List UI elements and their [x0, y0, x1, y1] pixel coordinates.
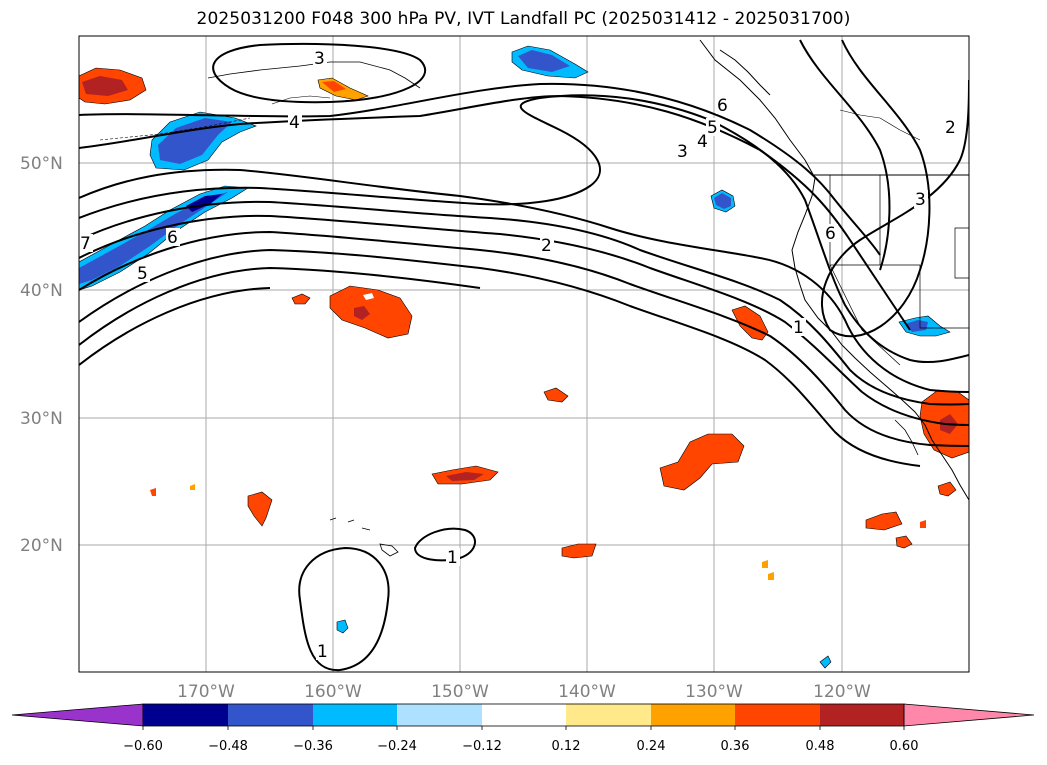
lat-label: 50°N: [20, 154, 63, 174]
lon-label: 150°W: [431, 682, 489, 702]
contour-label: 5: [707, 118, 718, 138]
contour-jet-inner-2: [79, 200, 969, 406]
longitude-labels: 170°W 160°W 150°W 140°W 130°W 120°W: [177, 682, 871, 702]
contour-jet-inner-7: [79, 287, 271, 366]
contour-label: 2: [945, 118, 956, 138]
colorbar-segment: [651, 704, 735, 726]
orange-patch-27n: [659, 433, 745, 491]
colorbar-segment: [735, 704, 820, 726]
state-borders: [829, 175, 969, 366]
colorbar-frame: [142, 703, 905, 727]
graticule: [79, 36, 969, 672]
contour-jet-inner-5: [79, 248, 921, 467]
contour-label: 1: [317, 642, 328, 662]
lon-label: 160°W: [304, 682, 362, 702]
contour-label: 6: [825, 224, 836, 244]
map-border: [78, 35, 970, 673]
colorbar-segment: [566, 704, 651, 726]
contour-jet-inner-3: [79, 214, 969, 426]
contour-east-3: [799, 39, 891, 271]
page-title: 2025031200 F048 300 hPa PV, IVT Landfall…: [196, 9, 851, 29]
colorbar-segment: [820, 704, 904, 726]
contour-label: 7: [80, 234, 91, 254]
contour-label-group: 3 4 3 4 5 6 2 3 6 7 6 5 2 1: [79, 49, 958, 662]
contour-jet-inner-1: [79, 94, 969, 364]
contour-hawaii-east-1: [413, 527, 476, 562]
contour-label: 3: [314, 49, 325, 69]
colorbar-tick-label: 0.24: [637, 739, 666, 754]
contour-jet-inner-4: [79, 230, 969, 447]
colorbar-tick-label: 0.12: [552, 739, 581, 754]
colorbar-tick-label: −0.60: [123, 739, 163, 754]
lon-label: 140°W: [558, 682, 616, 702]
colorbar-segment: [313, 704, 397, 726]
orange-patch-20n: [561, 543, 597, 559]
latitude-labels: 50°N 40°N 30°N 20°N: [20, 154, 63, 556]
colorbar-segment: [143, 704, 228, 726]
orange-patch-40n: [329, 285, 413, 339]
contour-4: [79, 82, 881, 256]
colorbar-tick-label: −0.24: [377, 739, 417, 754]
contour-label: 3: [915, 190, 926, 210]
orange-patch-23n: [247, 491, 273, 527]
lat-label: 40°N: [20, 281, 63, 301]
contour-label: 3: [677, 142, 688, 162]
contour-east-2: [820, 39, 969, 338]
colorbar-tick-label: 0.48: [806, 739, 835, 754]
colorbar-extend-high: [903, 703, 1035, 727]
colorbar-tick-label: −0.12: [462, 739, 502, 754]
lon-label: 130°W: [685, 682, 743, 702]
negative-pv-patches: [79, 45, 951, 669]
contour-label: 5: [137, 264, 148, 284]
blue-patch-south: [336, 619, 349, 634]
pv-contours: [79, 39, 969, 672]
colorbar-tick-label: −0.36: [293, 739, 333, 754]
contour-label: 4: [289, 113, 300, 133]
contour-2-center: [79, 168, 969, 393]
coastlines: [99, 39, 969, 557]
contour-north-3: [212, 42, 427, 104]
contour-south-1: [298, 546, 390, 672]
lon-label: 170°W: [177, 682, 235, 702]
contour-label: 1: [793, 318, 804, 338]
contour-label: 4: [697, 132, 708, 152]
colorbar-segment: [482, 704, 566, 726]
contour-label: 2: [541, 236, 552, 256]
lat-label: 30°N: [20, 409, 63, 429]
colorbar-segment: [228, 704, 313, 726]
colorbar-segment: [397, 704, 482, 726]
contour-label: 1: [447, 548, 458, 568]
colorbar: −0.60 −0.48 −0.36 −0.24 −0.12 0.12 0.24 …: [11, 703, 1035, 754]
lat-label: 20°N: [20, 536, 63, 556]
colorbar-tick-label: 0.60: [890, 739, 919, 754]
contour-jet-inner-6: [79, 266, 481, 346]
colorbar-extend-low: [11, 703, 144, 727]
lon-label: 120°W: [813, 682, 871, 702]
aleutian-islands: [99, 117, 251, 141]
north-american-coast: [699, 39, 969, 501]
hawaii-islands: [329, 517, 399, 557]
contour-label: 6: [167, 228, 178, 248]
colorbar-tick-label: 0.36: [721, 739, 750, 754]
contour-label: 6: [717, 96, 728, 116]
alaska-coast: [207, 61, 421, 89]
colorbar-tick-label: −0.48: [208, 739, 248, 754]
